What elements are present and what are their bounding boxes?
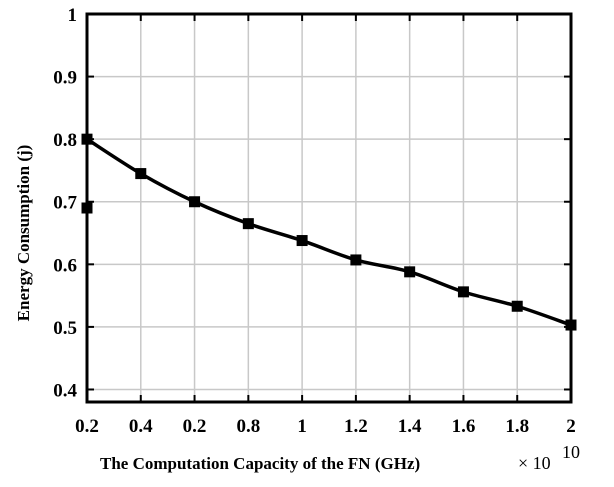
y-tick-label: 0.8 [53, 130, 77, 151]
data-point-marker [296, 235, 308, 247]
x-tick-label: 1.4 [398, 416, 422, 437]
x-tick-label: 1.2 [344, 416, 368, 437]
x-axis-scale-multiplier: × 10 [518, 453, 551, 473]
plot-background [87, 14, 571, 402]
x-axis-scale-exponent: 10 [562, 442, 580, 462]
y-tick-label: 0.4 [53, 380, 77, 401]
y-tick-label: 0.9 [53, 68, 77, 89]
y-axis-title: Energy Consumption (j) [14, 145, 33, 322]
data-point-marker [511, 300, 523, 312]
x-tick-label: 1.8 [505, 416, 529, 437]
x-tick-label: 1 [297, 416, 307, 437]
x-tick-label: 0.2 [183, 416, 207, 437]
x-tick-label: 0.2 [75, 416, 99, 437]
x-tick-labels: 0.2 0.4 0.2 0.8 1 1.2 1.4 1.6 1.8 2 [75, 416, 576, 437]
y-tick-label: 0.6 [53, 255, 77, 276]
series-line [86, 137, 572, 327]
data-point-marker [457, 286, 469, 298]
x-tick-label: 2 [566, 416, 576, 437]
data-point-marker [404, 266, 416, 278]
y-tick-label: 0.5 [53, 318, 77, 339]
x-tick-label: 0.4 [129, 416, 153, 437]
plot-frame [85, 12, 573, 404]
tick-marks [86, 13, 572, 402]
x-axis-title: The Computation Capacity of the FN (GHz) [100, 454, 420, 473]
y-tick-label: 0.7 [53, 193, 77, 214]
data-point-marker [135, 168, 147, 180]
x-tick-label: 1.6 [452, 416, 476, 437]
y-tick-labels: 0.4 0.5 0.6 0.7 0.8 0.9 1 [53, 5, 77, 401]
data-point-marker [350, 254, 362, 266]
y-tick-label: 1 [68, 5, 78, 26]
data-point-marker [189, 196, 201, 208]
grid-lines [87, 14, 571, 402]
data-point-marker [242, 218, 254, 230]
x-tick-label: 0.8 [236, 416, 260, 437]
